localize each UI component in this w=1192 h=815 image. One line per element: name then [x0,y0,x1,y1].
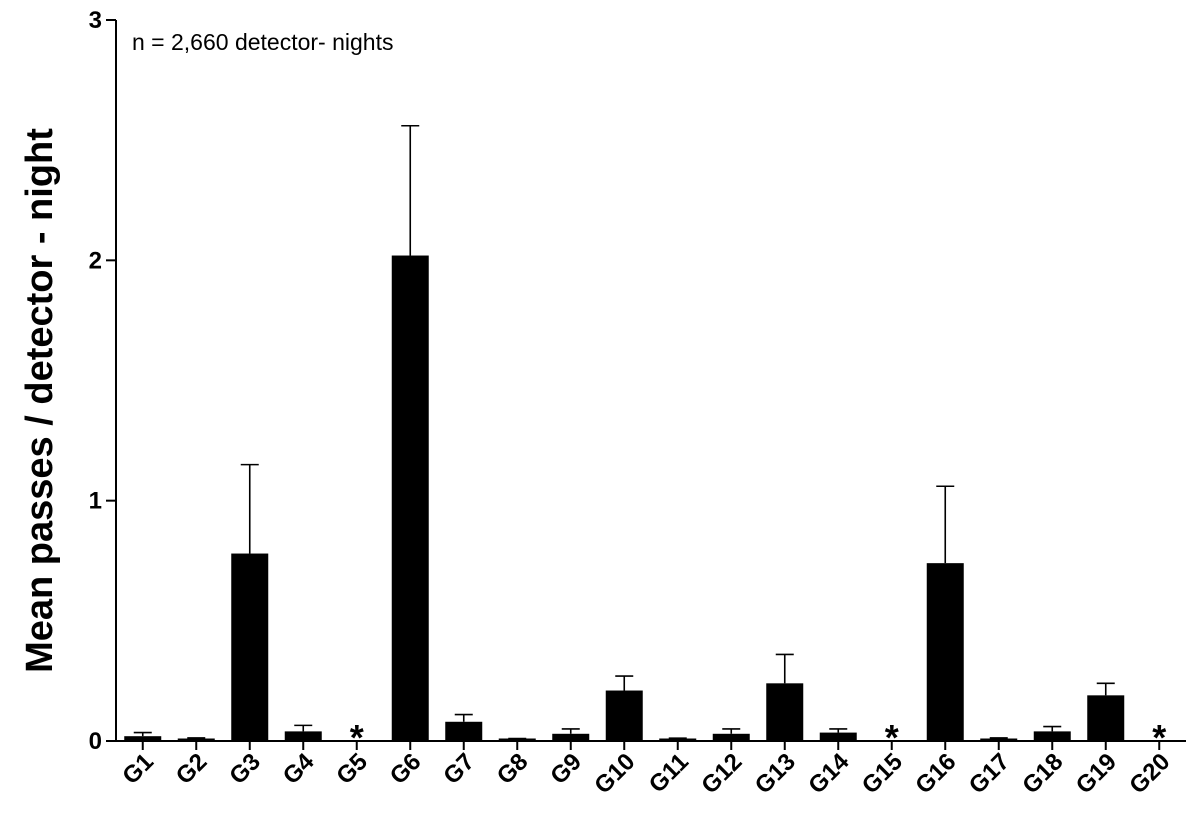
error-bar-G10 [615,675,634,691]
y-tick-label: 3 [89,7,102,34]
x-tick-label: G19 [1071,748,1122,799]
x-tick-label: G14 [803,748,855,800]
bar-G10 [605,690,643,741]
no-data-marker: * [350,717,364,758]
error-bar-G4 [294,724,313,732]
y-axis-label: Mean passes / detector - night [19,128,61,673]
no-data-marker: * [1152,717,1166,758]
bar-G4 [284,731,322,741]
bar-G17 [980,738,1018,741]
x-tick-label: G3 [224,748,266,790]
bars: * * * [124,124,1166,758]
axes [115,20,1186,742]
bar-G11 [659,738,697,741]
x-tick-label: G11 [644,748,694,798]
error-bar-G16 [936,485,955,564]
bar-G16 [926,563,964,741]
y-ticks: 0 1 2 3 [89,7,116,755]
bar-G2 [177,738,215,741]
sample-size-annotation: n = 2,660 detector- nights [132,29,393,55]
error-bar-G18 [1043,725,1062,732]
x-tick-label: G1 [117,748,159,790]
x-tick-label: G5 [331,748,373,790]
error-bar-G2 [187,737,206,739]
bar-G9 [552,733,590,741]
x-tick-label: G13 [750,748,801,799]
bar-G18 [1033,731,1071,741]
error-bar-G19 [1096,682,1115,696]
error-bar-G9 [561,728,580,734]
bar-G13 [766,683,804,741]
bar-G14 [819,732,857,741]
error-bar-G14 [829,728,848,733]
x-tick-label: G8 [492,748,534,790]
x-tick-label: G6 [385,748,427,790]
x-tick-label: G18 [1017,748,1068,799]
error-bar-G17 [989,737,1008,739]
bar-G8 [498,738,536,741]
bar-G19 [1087,695,1125,741]
error-bar-G7 [454,713,473,722]
x-tick-label: G7 [438,748,480,790]
x-tick-label: G17 [964,748,1015,799]
x-tick-label: G12 [696,748,747,799]
error-bar-G1 [133,731,152,737]
x-tick-label: G15 [857,748,908,799]
x-ticks: G1 G2 G3 G4 G5 G6 G7 G8 G9 G10 G11 G12 G13 G14 G15 G16 G… [117,741,1175,799]
x-tick-label: G9 [545,748,587,790]
error-bar-G12 [722,728,741,734]
bar-G7 [445,721,483,741]
bar-G12 [712,733,750,741]
bar-G6 [391,255,429,741]
error-bar-G3 [240,463,259,554]
y-tick-label: 0 [89,728,102,755]
error-bar-G6 [401,124,420,256]
x-tick-label: G4 [278,748,320,790]
x-tick-label: G20 [1124,748,1175,799]
x-tick-label: G2 [171,748,213,790]
bar-G3 [231,553,269,741]
error-bar-G13 [775,653,794,684]
x-tick-label: G16 [910,748,961,799]
bar-G1 [124,736,162,741]
no-data-marker: * [885,717,899,758]
y-tick-label: 1 [89,488,102,515]
x-tick-label: G10 [589,748,640,799]
y-tick-label: 2 [89,247,102,274]
